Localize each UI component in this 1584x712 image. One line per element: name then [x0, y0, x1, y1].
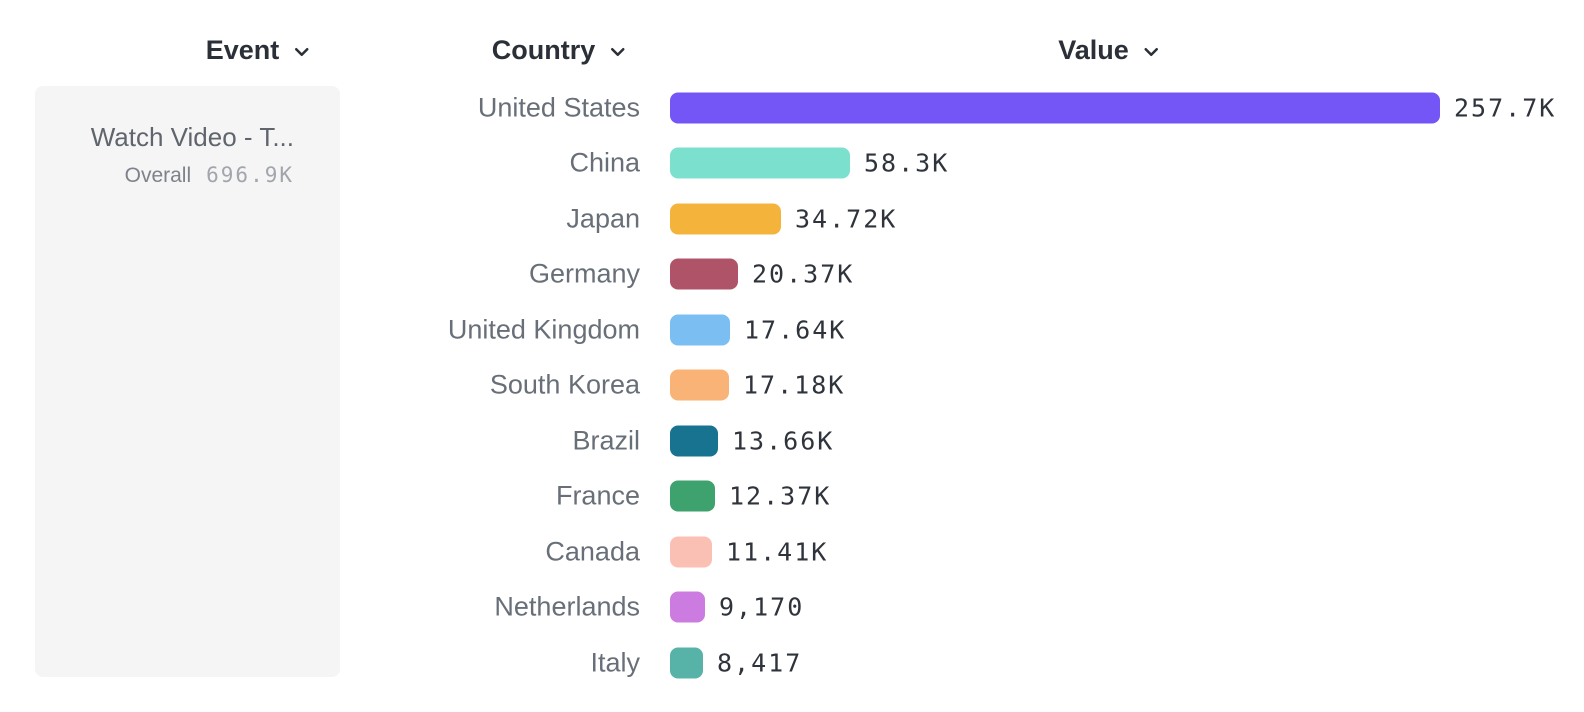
chevron-down-icon — [1144, 47, 1158, 56]
event-panel[interactable]: Watch Video - T... Overall 696.9K — [35, 86, 340, 677]
bar-value-label: 58.3K — [864, 148, 950, 178]
bar-segment[interactable] — [670, 203, 781, 235]
country-label: China — [569, 147, 640, 178]
bar-value-label: 20.37K — [752, 259, 855, 289]
column-header-event-label: Event — [205, 34, 280, 65]
event-overall-row: Overall 696.9K — [35, 163, 294, 188]
chevron-down-icon — [610, 47, 625, 56]
bar-segment[interactable] — [670, 314, 730, 346]
chart-row: France 12.37K — [0, 469, 1584, 525]
bar-segment[interactable] — [670, 536, 712, 568]
country-label: United Kingdom — [447, 314, 640, 345]
bar-segment[interactable] — [670, 480, 715, 512]
bar-segment[interactable] — [670, 425, 718, 457]
bar-value-label: 9,170 — [719, 592, 805, 622]
bar-segment[interactable] — [670, 647, 703, 679]
chart-row: Italy 8,417 — [0, 635, 1584, 691]
country-label: Netherlands — [494, 591, 640, 622]
bar-value-label: 13.66K — [732, 426, 835, 456]
column-header-event[interactable]: Event — [206, 33, 313, 67]
chart-row: Japan 34.72K — [0, 191, 1584, 247]
chart-row: China 58.3K — [0, 136, 1584, 192]
country-label: United States — [477, 92, 640, 123]
chart-row: Germany 20.37K — [0, 247, 1584, 303]
bar-segment[interactable] — [670, 369, 729, 401]
country-bar-chart: United States 257.7K China 58.3K Japan 3… — [0, 80, 1584, 692]
column-header-value-label: Value — [1058, 34, 1129, 65]
country-label: South Korea — [489, 369, 640, 400]
country-label: Italy — [590, 647, 640, 678]
column-header-value[interactable]: Value — [1058, 33, 1162, 67]
overall-value: 696.9K — [206, 163, 294, 188]
chart-row: Canada 11.41K — [0, 524, 1584, 580]
chart-row: United States 257.7K — [0, 80, 1584, 136]
country-label: Canada — [545, 536, 640, 567]
chart-row: Netherlands 9,170 — [0, 580, 1584, 636]
column-header-country-label: Country — [491, 34, 596, 65]
chart-row: Brazil 13.66K — [0, 413, 1584, 469]
bar-segment[interactable] — [670, 92, 1440, 124]
bar-value-label: 17.18K — [743, 370, 846, 400]
country-label: Japan — [566, 203, 640, 234]
bar-value-label: 8,417 — [717, 648, 803, 678]
bar-segment[interactable] — [670, 591, 705, 623]
event-title: Watch Video - T... — [90, 122, 294, 152]
bar-value-label: 12.37K — [729, 481, 832, 511]
bar-value-label: 34.72K — [795, 204, 898, 234]
country-label: Germany — [528, 258, 640, 289]
bar-segment[interactable] — [670, 258, 738, 290]
bar-value-label: 11.41K — [726, 537, 829, 567]
bar-value-label: 257.7K — [1454, 93, 1557, 123]
column-header-country[interactable]: Country — [492, 33, 629, 67]
chart-row: United Kingdom 17.64K — [0, 302, 1584, 358]
overall-label: Overall — [124, 164, 192, 188]
chart-row: South Korea 17.18K — [0, 358, 1584, 414]
bar-value-label: 17.64K — [744, 315, 847, 345]
bar-segment[interactable] — [670, 147, 850, 179]
country-label: France — [555, 480, 640, 511]
country-label: Brazil — [572, 425, 640, 456]
chevron-down-icon — [294, 47, 309, 56]
